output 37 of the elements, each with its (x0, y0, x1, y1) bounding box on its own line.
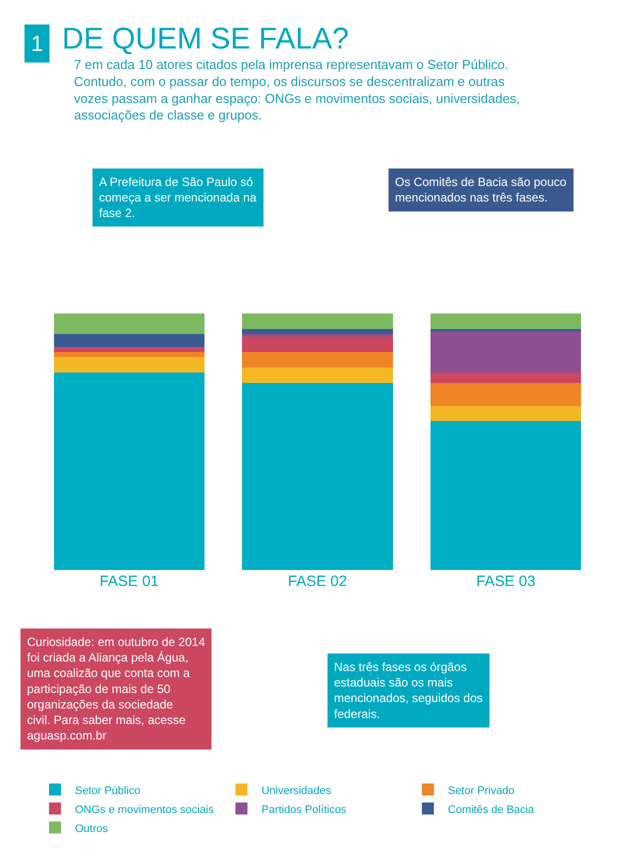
bar (54, 314, 204, 334)
x-tick-label: FASE 02 (288, 573, 348, 590)
text: Nas três fases os órgãos estaduais são os mais mencionados, seguidos dos federais. (334, 660, 483, 721)
bar (242, 367, 393, 383)
legend-label: Comitês de Bacia (448, 804, 535, 816)
x-tick-label: FASE 03 (476, 573, 536, 590)
bar (54, 334, 204, 347)
bar (430, 421, 582, 570)
bar (430, 328, 582, 332)
chart-title: DE QUEM SE FALA? (62, 22, 349, 56)
legend-label: Setor Público (75, 784, 140, 797)
text: Os Comitês de Bacia são pouco mencionados nas três fases. (395, 175, 567, 205)
bar (242, 314, 393, 329)
text: A Prefeitura de São Paulo só começa a ser mencionada na fase 2. (99, 175, 257, 220)
text: 1 (31, 31, 44, 56)
bar (54, 357, 204, 372)
legend-label: Universidades (261, 784, 332, 797)
legend-label: Outros (75, 822, 109, 835)
bar (242, 352, 393, 368)
bar (242, 382, 393, 570)
bar (430, 331, 582, 372)
bar (54, 372, 204, 570)
x-tick-label: FASE 01 (100, 573, 159, 590)
bar (430, 372, 582, 383)
bar (430, 314, 582, 329)
legend-label: Partidos Políticos (261, 804, 347, 816)
text: Curiosidade: em outubro de 2014 foi criada a Aliança pela Água, uma coalizão que conta com a participação de mais de 50 organizações da sociedade civil. Para saber mais, acesse aguasp.com.br (27, 635, 206, 743)
legend-label: ONGs e movimentos sociais (75, 804, 214, 816)
bar (242, 328, 393, 334)
bar (430, 382, 582, 406)
bar (430, 406, 582, 422)
bar (242, 336, 393, 352)
legend-label: Setor Privado (448, 784, 515, 797)
bar (54, 346, 204, 352)
chart-subtitle: 7 em cada 10 atores citados pela imprensa representavam o Setor Público. Contudo, com o passar do tempo, os discursos se descentralizam e outras vozes passam a ganhar espaço: ONGs e movimentos sociais, universidades, associações de classe e grupos. (74, 57, 520, 123)
bar (54, 352, 204, 358)
bar (242, 334, 393, 337)
